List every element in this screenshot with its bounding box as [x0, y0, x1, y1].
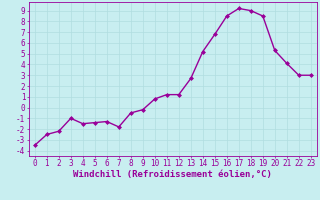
X-axis label: Windchill (Refroidissement éolien,°C): Windchill (Refroidissement éolien,°C) [73, 170, 272, 179]
